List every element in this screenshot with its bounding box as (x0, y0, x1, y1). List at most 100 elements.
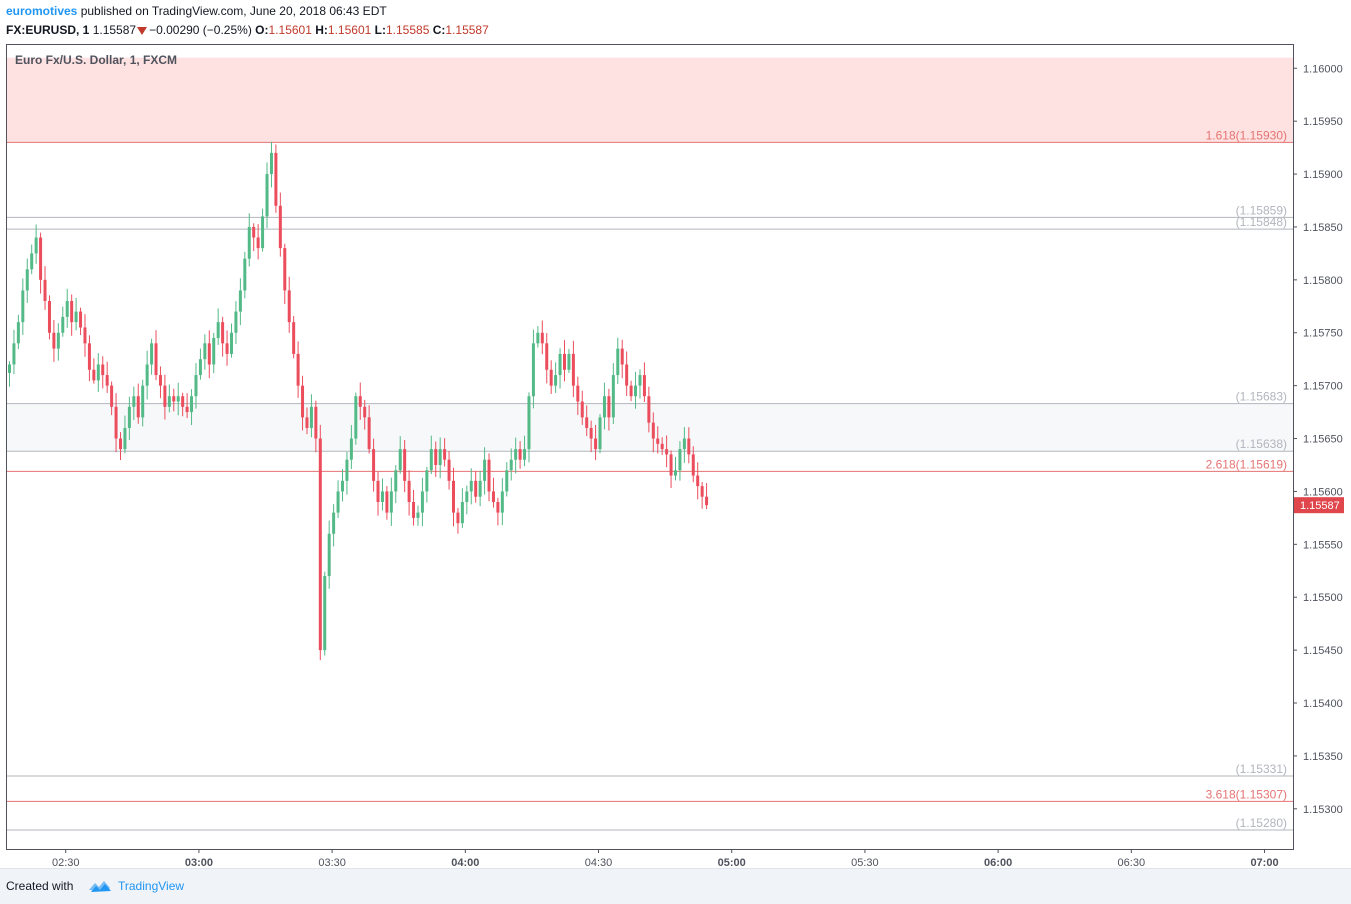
candle (87, 335, 91, 382)
candle (292, 316, 296, 359)
candle (190, 389, 194, 426)
candle (123, 415, 127, 454)
y-tick-label: 1.15850 (1303, 222, 1343, 234)
plot-border (6, 44, 1294, 850)
candle (110, 381, 114, 416)
candle-body (265, 174, 269, 217)
publish-info: euromotives published on TradingView.com… (6, 4, 387, 18)
candle (420, 477, 424, 527)
author-link[interactable]: euromotives (6, 4, 78, 18)
candle (336, 480, 340, 518)
price-axis[interactable]: 1.16000 1.15950 1.15900 1.15850 1.15800 1.157… (1293, 63, 1344, 816)
x-tick-label: 03:30 (318, 857, 346, 868)
high-label: H: (315, 23, 328, 37)
time-axis[interactable]: 02:30 03:00 03:30 04:00 04:30 05:00 05:30 06:00… (52, 849, 1279, 868)
candle (678, 441, 682, 481)
candle (332, 504, 336, 547)
candle-body (327, 533, 331, 577)
tradingview-logo-icon[interactable] (88, 878, 112, 894)
candle (79, 307, 83, 335)
candle (500, 478, 504, 526)
candle (283, 243, 287, 305)
candle (65, 288, 69, 328)
candle-body (65, 301, 69, 317)
candle-body (301, 385, 305, 418)
x-tick-label: 06:00 (984, 857, 1012, 868)
candle (341, 469, 344, 502)
candle-body (531, 343, 535, 397)
candle (372, 438, 376, 492)
chart-header: euromotives published on TradingView.com… (0, 0, 1351, 44)
candle-body (283, 248, 287, 291)
candle (185, 393, 189, 419)
candles (8, 141, 709, 661)
candle (483, 447, 487, 495)
candle (132, 386, 136, 420)
candle (625, 351, 629, 396)
candle-body (167, 396, 171, 407)
candle-body (292, 322, 296, 354)
candle-body (403, 449, 407, 481)
candle (163, 374, 167, 420)
candle-body (345, 459, 349, 481)
candle (487, 453, 491, 502)
candle (301, 375, 305, 431)
created-with-text: Created with (6, 879, 74, 893)
candle-body (447, 459, 451, 481)
candle-body (642, 375, 646, 397)
candle-body (469, 480, 473, 492)
candle (354, 392, 358, 445)
candle (225, 330, 229, 366)
candle (145, 350, 149, 400)
candle (607, 388, 611, 431)
candle (629, 380, 633, 402)
candle-body (580, 401, 584, 418)
candle (92, 358, 96, 384)
candle-body (456, 512, 460, 524)
candle-body (123, 427, 127, 450)
candle-body (620, 348, 624, 365)
price-chart[interactable]: 1.618(1.15930) (1.15859)(1.15848) (1.15683… (0, 44, 1351, 868)
candle-body (238, 290, 242, 312)
candle (554, 362, 558, 393)
candle-body (376, 480, 380, 503)
candle-body (452, 480, 455, 513)
candle (269, 141, 273, 188)
candle (460, 488, 464, 528)
candle (567, 348, 571, 374)
candle-body (691, 454, 695, 476)
candle-body (554, 375, 558, 386)
candle (571, 340, 575, 398)
candle (456, 507, 460, 534)
last-price-tag (1294, 497, 1344, 514)
candle (403, 440, 407, 493)
published-text: published on TradingView.com, June 20, 2… (80, 4, 387, 18)
candle (509, 448, 513, 481)
tradingview-link[interactable]: TradingView (118, 879, 185, 893)
fib-level-label-5: 2.618(1.15619) (1206, 457, 1287, 471)
candle-body (181, 396, 185, 407)
candle-body (478, 480, 482, 497)
candle (216, 308, 220, 345)
candle-body (39, 237, 43, 280)
candle-body (332, 512, 336, 534)
candle (660, 437, 664, 455)
candle-body (296, 353, 300, 386)
y-tick-label: 1.15300 (1303, 804, 1343, 816)
candle (634, 371, 638, 409)
candle-body (190, 396, 194, 413)
candle-body (474, 480, 478, 497)
candle (518, 441, 522, 469)
candle-body (225, 343, 229, 354)
candle-body (598, 417, 602, 450)
candle (150, 338, 154, 375)
candle-body (407, 480, 411, 503)
low-value: 1.15585 (385, 23, 430, 37)
candle-body (256, 237, 260, 249)
candle-body (25, 269, 29, 291)
candle (83, 314, 87, 357)
candle (425, 466, 429, 503)
candle-body (523, 449, 527, 460)
candle (207, 330, 211, 379)
candle-body (52, 332, 56, 349)
